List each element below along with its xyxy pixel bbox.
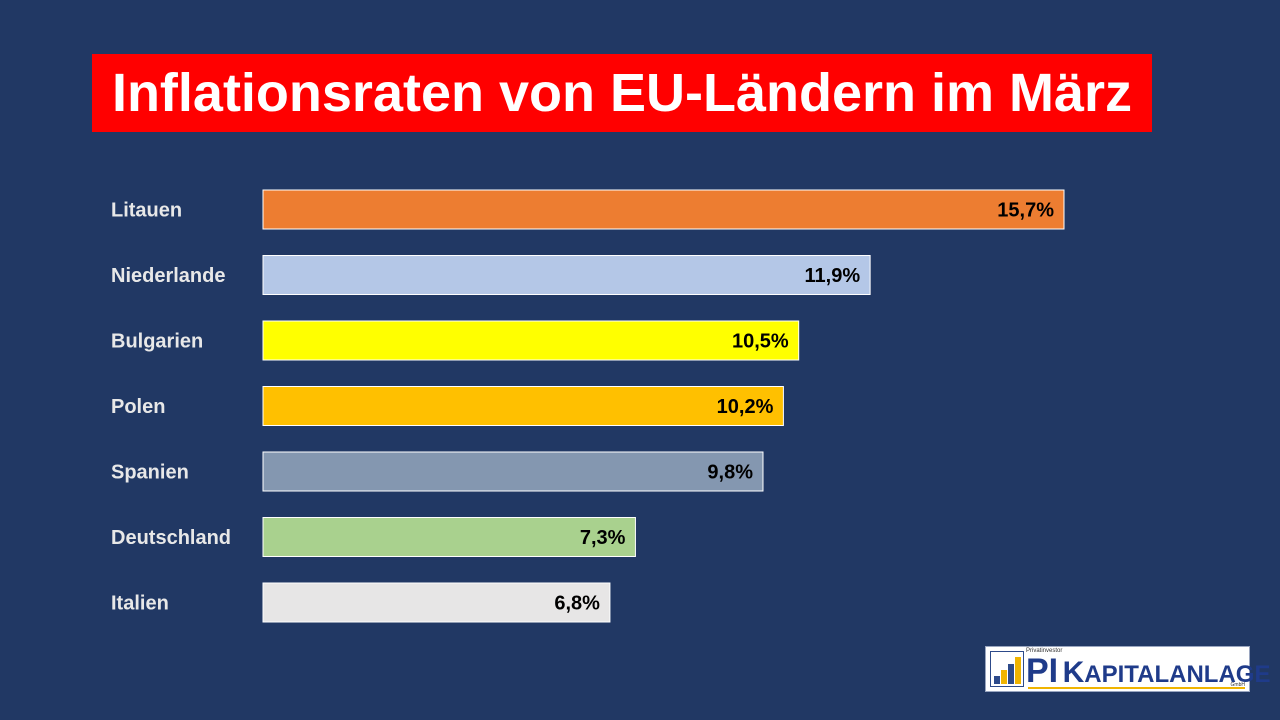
logo-suffix: GmbH <box>1230 682 1245 688</box>
bar <box>262 517 636 557</box>
logo-top-text: Privatinvestor <box>1026 648 1063 654</box>
logo-brand-pi: PI <box>1026 652 1059 690</box>
bar <box>262 255 871 295</box>
title-banner: Inflationsraten von EU-Ländern im März <box>92 54 1152 132</box>
bar-chart-logo-icon <box>990 651 1024 687</box>
bar <box>262 320 800 361</box>
value-label: 11,9% <box>805 265 861 287</box>
category-label: Italien <box>111 593 169 615</box>
category-label: Niederlande <box>111 265 225 287</box>
bar <box>262 386 784 426</box>
category-label: Deutschland <box>111 527 231 549</box>
bar <box>262 189 1065 230</box>
category-label: Polen <box>111 396 165 418</box>
logo-underline <box>1028 687 1245 689</box>
chart-title: Inflationsraten von EU-Ländern im März <box>111 63 1133 123</box>
bar <box>262 582 611 623</box>
logo-brand-rest: APITALANLAGE <box>1084 661 1271 688</box>
category-label: Litauen <box>111 200 182 222</box>
logo-brand-k: K <box>1062 656 1085 689</box>
bar <box>262 451 764 492</box>
value-label: 9,8% <box>707 462 753 484</box>
logo-brand-text: PI KAPITALANLAGE <box>1026 653 1270 696</box>
value-label: 10,2% <box>717 396 774 418</box>
value-label: 10,5% <box>732 331 789 353</box>
category-label: Bulgarien <box>111 331 203 353</box>
value-label: 7,3% <box>580 527 626 549</box>
category-label: Spanien <box>111 462 189 484</box>
company-logo: Privatinvestor PI KAPITALANLAGE GmbH <box>985 646 1270 692</box>
value-label: 6,8% <box>554 593 600 615</box>
value-label: 15,7% <box>997 200 1054 222</box>
